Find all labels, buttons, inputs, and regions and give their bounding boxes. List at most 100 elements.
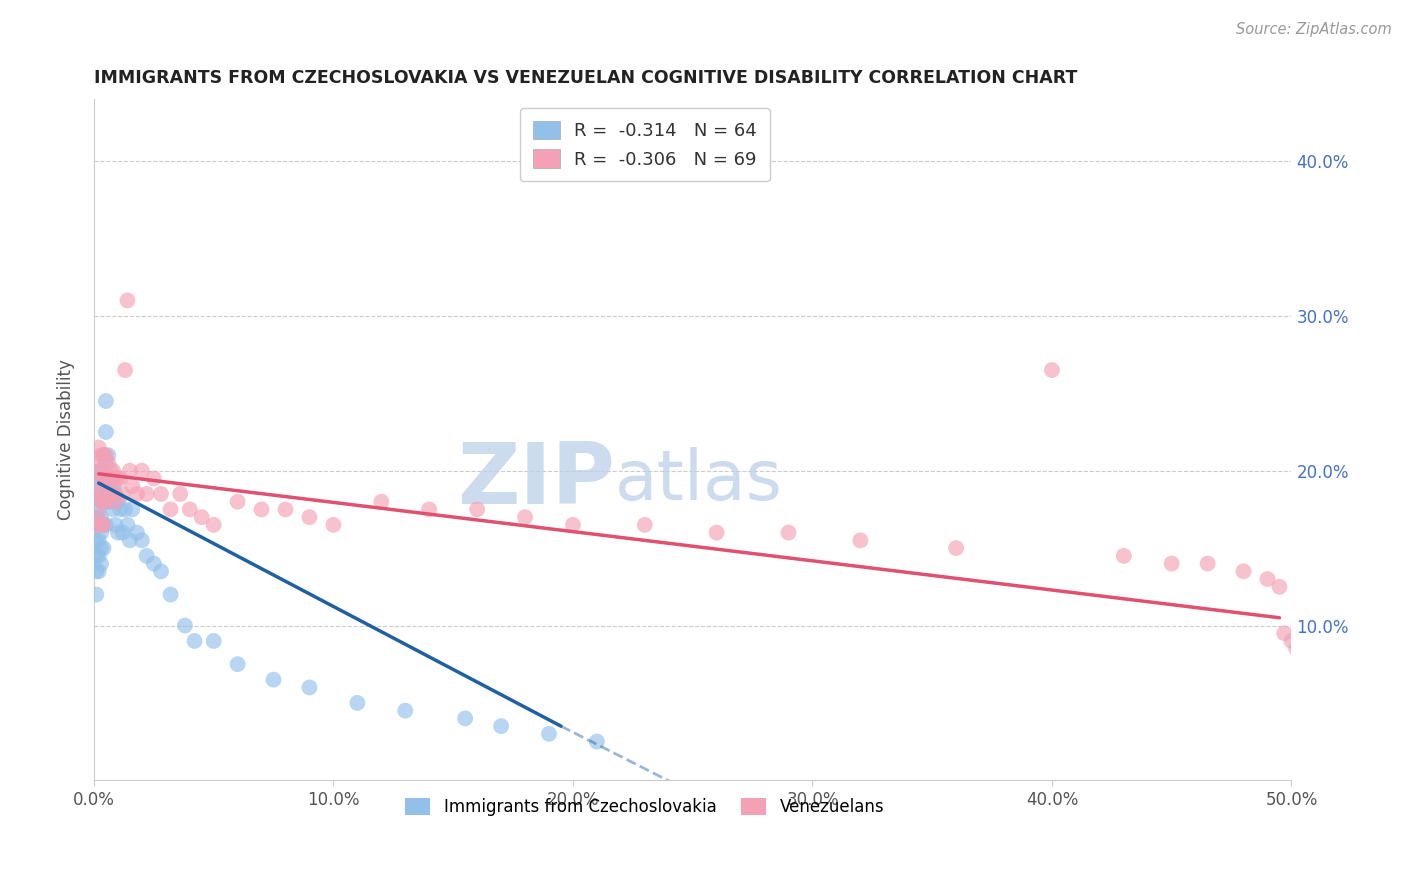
Point <box>94 394 117 409</box>
Legend: Immigrants from Czechoslovakia, Venezuelans: Immigrants from Czechoslovakia, Venezuel… <box>399 791 891 823</box>
Point <box>97 494 120 508</box>
Point <box>97 471 120 485</box>
Point <box>94 456 117 470</box>
Point <box>489 719 512 733</box>
Point <box>849 533 872 548</box>
Point <box>1272 626 1295 640</box>
Point <box>778 525 800 540</box>
Point <box>90 525 112 540</box>
Point <box>131 464 153 478</box>
Point <box>125 487 148 501</box>
Point <box>118 533 141 548</box>
Point <box>250 502 273 516</box>
Point <box>135 487 157 501</box>
Point <box>94 425 117 439</box>
Point <box>93 448 115 462</box>
Point <box>101 479 124 493</box>
Point <box>100 471 122 485</box>
Point <box>454 711 477 725</box>
Point <box>226 657 249 672</box>
Point <box>1268 580 1291 594</box>
Point <box>121 502 143 516</box>
Point <box>117 517 139 532</box>
Point <box>101 502 124 516</box>
Point <box>94 494 117 508</box>
Point <box>94 471 117 485</box>
Point <box>87 487 110 501</box>
Point <box>1112 549 1135 563</box>
Point <box>90 517 112 532</box>
Point <box>513 510 536 524</box>
Point <box>202 517 225 532</box>
Point <box>107 525 129 540</box>
Point <box>1285 641 1308 656</box>
Point <box>114 363 136 377</box>
Point <box>174 618 197 632</box>
Point <box>159 502 181 516</box>
Point <box>346 696 368 710</box>
Point <box>90 557 112 571</box>
Point <box>86 533 108 548</box>
Point <box>107 494 129 508</box>
Point <box>131 533 153 548</box>
Point <box>370 494 392 508</box>
Point <box>226 494 249 508</box>
Point <box>111 525 134 540</box>
Point <box>104 517 127 532</box>
Point <box>183 634 205 648</box>
Text: ZIP: ZIP <box>457 439 614 522</box>
Point <box>90 479 112 493</box>
Point <box>87 502 110 516</box>
Point <box>537 727 560 741</box>
Point <box>93 471 115 485</box>
Point <box>263 673 285 687</box>
Point <box>86 517 108 532</box>
Text: atlas: atlas <box>614 447 783 514</box>
Point <box>1197 557 1219 571</box>
Point <box>117 293 139 308</box>
Text: Source: ZipAtlas.com: Source: ZipAtlas.com <box>1236 22 1392 37</box>
Point <box>101 464 124 478</box>
Point <box>90 494 112 508</box>
Point <box>86 487 108 501</box>
Point <box>101 487 124 501</box>
Point <box>110 502 132 516</box>
Point <box>634 517 657 532</box>
Point <box>121 479 143 493</box>
Point <box>97 479 120 493</box>
Point <box>159 588 181 602</box>
Point <box>945 541 967 555</box>
Point <box>90 448 112 462</box>
Point <box>94 517 117 532</box>
Point <box>142 471 165 485</box>
Point <box>86 510 108 524</box>
Point <box>298 510 321 524</box>
Point <box>87 510 110 524</box>
Point <box>87 517 110 532</box>
Point <box>93 448 115 462</box>
Point <box>90 471 112 485</box>
Point <box>87 564 110 578</box>
Point <box>1292 649 1315 664</box>
Point <box>561 517 583 532</box>
Point <box>97 456 120 470</box>
Point <box>90 510 112 524</box>
Point <box>104 471 127 485</box>
Point <box>90 464 112 478</box>
Point <box>100 487 122 501</box>
Point <box>118 464 141 478</box>
Point <box>111 487 134 501</box>
Point <box>86 564 108 578</box>
Point <box>87 549 110 563</box>
Point <box>87 441 110 455</box>
Point <box>298 681 321 695</box>
Point <box>93 494 115 508</box>
Point <box>169 487 191 501</box>
Point <box>125 525 148 540</box>
Point <box>179 502 201 516</box>
Point <box>104 494 127 508</box>
Point <box>322 517 344 532</box>
Point <box>94 448 117 462</box>
Point <box>93 494 115 508</box>
Point <box>100 464 122 478</box>
